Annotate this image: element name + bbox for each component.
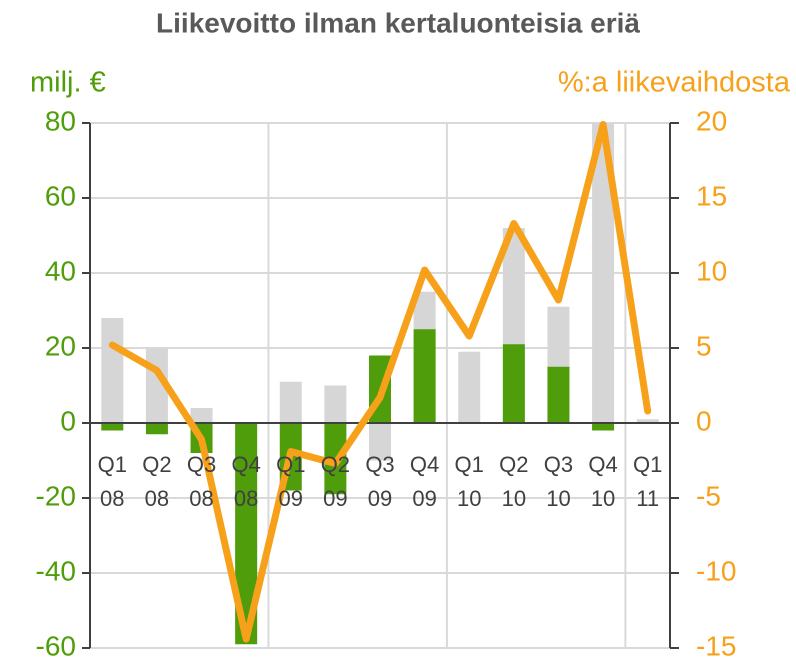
bar	[369, 423, 391, 461]
y-tick-label: 80	[45, 105, 76, 136]
x-tick-label: Q1 11	[633, 452, 663, 511]
y-tick-label: 40	[45, 255, 76, 286]
y2-tick-label: -10	[696, 555, 736, 586]
bar	[145, 423, 168, 435]
x-tick-label: Q3 10	[543, 452, 574, 511]
bar	[592, 423, 615, 431]
y-tick-label: -40	[36, 555, 76, 586]
y-tick-label: -60	[36, 630, 76, 661]
bar	[413, 329, 436, 423]
bar	[279, 381, 302, 423]
x-tick-label: Q2 09	[320, 452, 351, 511]
y-tick-label: 0	[60, 405, 76, 436]
bar	[502, 344, 525, 423]
y2-axis-label: %:a liikevaihdosta	[558, 67, 791, 99]
y2-tick-label: -5	[696, 480, 721, 511]
chart-title: Liikevoitto ilman kertaluonteisia eriä	[156, 7, 640, 38]
bar	[101, 423, 124, 431]
bar	[592, 123, 615, 423]
bar	[636, 419, 659, 423]
bar	[190, 408, 213, 423]
y2-tick-label: 15	[696, 180, 727, 211]
x-tick-label: Q4 08	[231, 452, 261, 511]
x-tick-label: Q1 09	[276, 452, 306, 511]
x-tick-label: Q4 10	[588, 452, 618, 511]
x-tick-label: Q3 08	[186, 452, 217, 511]
x-tick-label: Q4 09	[409, 452, 440, 511]
line	[108, 121, 652, 643]
bar	[101, 318, 124, 423]
bar	[547, 366, 570, 423]
y2-tick-label: -15	[696, 630, 736, 661]
y2-tick-label: 20	[696, 105, 727, 136]
bar	[458, 351, 481, 423]
x-tick-label: Q3 09	[365, 452, 395, 511]
x-tick-label: Q1 08	[97, 452, 127, 511]
bar	[324, 385, 347, 423]
x-tick-label: Q1 10	[454, 452, 484, 511]
y2-tick-label: 0	[696, 405, 712, 436]
y2-tick-label: 5	[696, 330, 712, 361]
x-tick-label: Q2 10	[499, 452, 529, 511]
y-tick-label: -20	[36, 480, 76, 511]
y2-tick-label: 10	[696, 255, 727, 286]
bar	[235, 423, 258, 645]
y-tick-label: 60	[45, 180, 76, 211]
y-axis-label: milj. €	[30, 67, 106, 99]
y-tick-label: 20	[45, 330, 76, 361]
x-tick-label: Q2 08	[142, 452, 172, 511]
